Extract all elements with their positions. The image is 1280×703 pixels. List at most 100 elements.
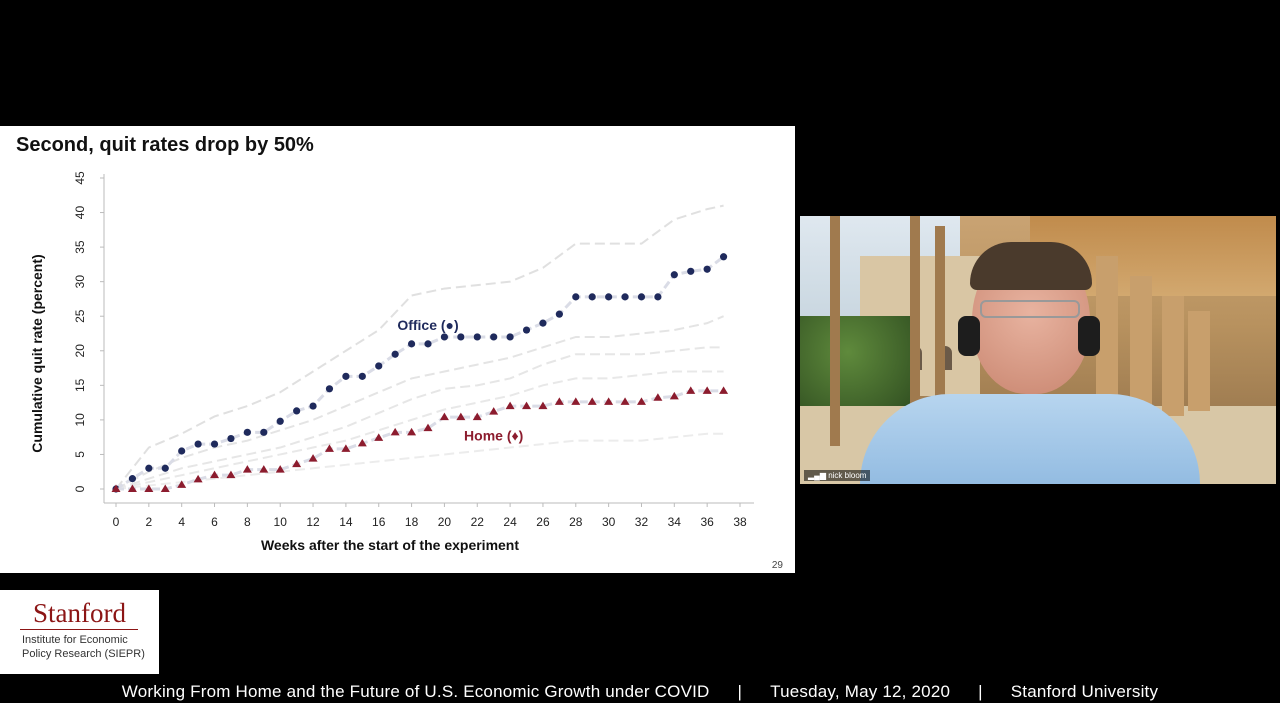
office-data-point xyxy=(227,434,235,443)
home-data-point xyxy=(472,412,482,421)
office-data-point xyxy=(424,340,432,348)
office-data-point xyxy=(145,464,153,472)
x-tick-label: 6 xyxy=(211,515,218,529)
office-data-point xyxy=(670,271,678,279)
home-data-point xyxy=(259,465,269,473)
x-tick-label: 8 xyxy=(244,515,251,529)
quit-rate-chart: 0 2 4 6 8 10 12 14 16 18 20 22 24 26 28 30 32 34 36 3805101… xyxy=(29,171,754,553)
participant-name-label: ▂▄▆ nick bloom xyxy=(804,470,871,481)
office-data-point xyxy=(342,372,350,380)
office-data-point xyxy=(555,310,563,318)
x-tick-label: 34 xyxy=(668,515,682,529)
home-data-point xyxy=(210,470,220,479)
home-data-point xyxy=(620,397,630,405)
office-data-point xyxy=(539,319,547,327)
signal-bars-icon: ▂▄▆ xyxy=(808,471,829,480)
home-data-point xyxy=(653,393,663,401)
logo-divider xyxy=(20,629,138,630)
trees-background xyxy=(800,316,920,406)
y-tick-label: 10 xyxy=(73,413,87,427)
office-data-point xyxy=(210,440,219,448)
footer-event-title: Working From Home and the Future of U.S.… xyxy=(121,681,710,701)
x-tick-label: 10 xyxy=(274,515,288,529)
office-data-point xyxy=(605,293,613,301)
home-data-point xyxy=(456,412,466,421)
home-data-point xyxy=(686,386,696,394)
y-tick-label: 35 xyxy=(73,240,87,254)
footer-separator: | xyxy=(978,681,983,701)
speaker-hair xyxy=(970,242,1092,290)
office-data-point xyxy=(178,447,186,455)
office-data-point xyxy=(457,333,465,341)
footer-organization: Stanford University xyxy=(1010,681,1159,701)
slide-page-number: 29 xyxy=(771,560,783,571)
x-tick-label: 4 xyxy=(178,515,185,529)
pillar xyxy=(1188,311,1210,411)
office-data-point xyxy=(391,350,399,358)
participant-name: nick bloom xyxy=(828,471,867,480)
office-data-point xyxy=(572,293,580,301)
office-data-point xyxy=(703,265,711,273)
slide-title: Second, quit rates drop by 50% xyxy=(16,134,314,156)
home-data-point xyxy=(407,427,417,436)
y-tick-label: 30 xyxy=(73,275,87,289)
x-tick-label: 2 xyxy=(145,515,152,529)
background-series-line xyxy=(115,432,724,490)
home-data-point xyxy=(423,423,433,432)
home-data-point xyxy=(522,401,532,410)
office-data-point xyxy=(588,293,596,301)
speaker-glasses xyxy=(980,300,1080,318)
home-series-label: Home (♦) xyxy=(464,428,523,444)
x-tick-label: 16 xyxy=(372,515,386,529)
y-axis-label: Cumulative quit rate (percent) xyxy=(29,254,45,452)
home-data-point xyxy=(702,386,712,394)
y-tick-label: 5 xyxy=(73,451,87,458)
home-data-point xyxy=(538,401,548,410)
office-data-point xyxy=(637,293,646,301)
palm-trunk xyxy=(935,226,945,416)
y-tick-label: 0 xyxy=(73,485,87,492)
office-data-point xyxy=(243,428,251,436)
background-series-line xyxy=(115,346,724,490)
background-series-line xyxy=(115,315,724,490)
office-data-point xyxy=(719,253,728,261)
office-data-point xyxy=(440,333,449,341)
pillar xyxy=(1130,276,1152,426)
x-tick-label: 30 xyxy=(602,515,616,529)
pillar xyxy=(1162,296,1184,416)
home-data-point xyxy=(390,427,400,436)
speaker-video-tile[interactable]: ▂▄▆ nick bloom xyxy=(800,216,1276,484)
office-data-point xyxy=(506,333,514,341)
series-connecting-line xyxy=(115,255,725,491)
office-data-point xyxy=(260,428,268,436)
y-tick-label: 40 xyxy=(73,206,87,220)
office-data-point xyxy=(128,475,137,483)
home-data-point xyxy=(554,397,564,405)
home-data-point xyxy=(505,401,515,410)
home-data-point xyxy=(177,480,187,488)
office-data-point xyxy=(621,293,629,301)
headphone-icon xyxy=(1078,316,1100,356)
x-tick-label: 12 xyxy=(306,515,320,529)
home-data-point xyxy=(636,397,646,405)
home-data-point xyxy=(587,397,597,405)
office-data-point xyxy=(325,385,334,393)
home-data-point xyxy=(127,484,137,492)
stanford-siepr-logo: Stanford Institute for Economic Policy R… xyxy=(0,590,159,674)
office-data-point xyxy=(473,333,481,341)
home-data-point xyxy=(719,386,729,394)
x-tick-label: 32 xyxy=(635,515,649,529)
x-tick-label: 0 xyxy=(113,515,120,529)
home-data-point xyxy=(489,407,499,415)
office-data-point xyxy=(522,326,531,334)
x-tick-label: 28 xyxy=(569,515,583,529)
footer-separator: | xyxy=(737,681,743,701)
event-footer: Working From Home and the Future of U.S.… xyxy=(0,680,1280,703)
office-data-point xyxy=(293,407,301,415)
home-data-point xyxy=(144,484,154,492)
office-data-point xyxy=(407,340,416,348)
home-data-point xyxy=(604,397,614,405)
y-tick-label: 45 xyxy=(73,171,87,185)
logo-line-2: Policy Research (SIEPR) xyxy=(22,648,145,660)
home-data-point xyxy=(275,465,285,473)
